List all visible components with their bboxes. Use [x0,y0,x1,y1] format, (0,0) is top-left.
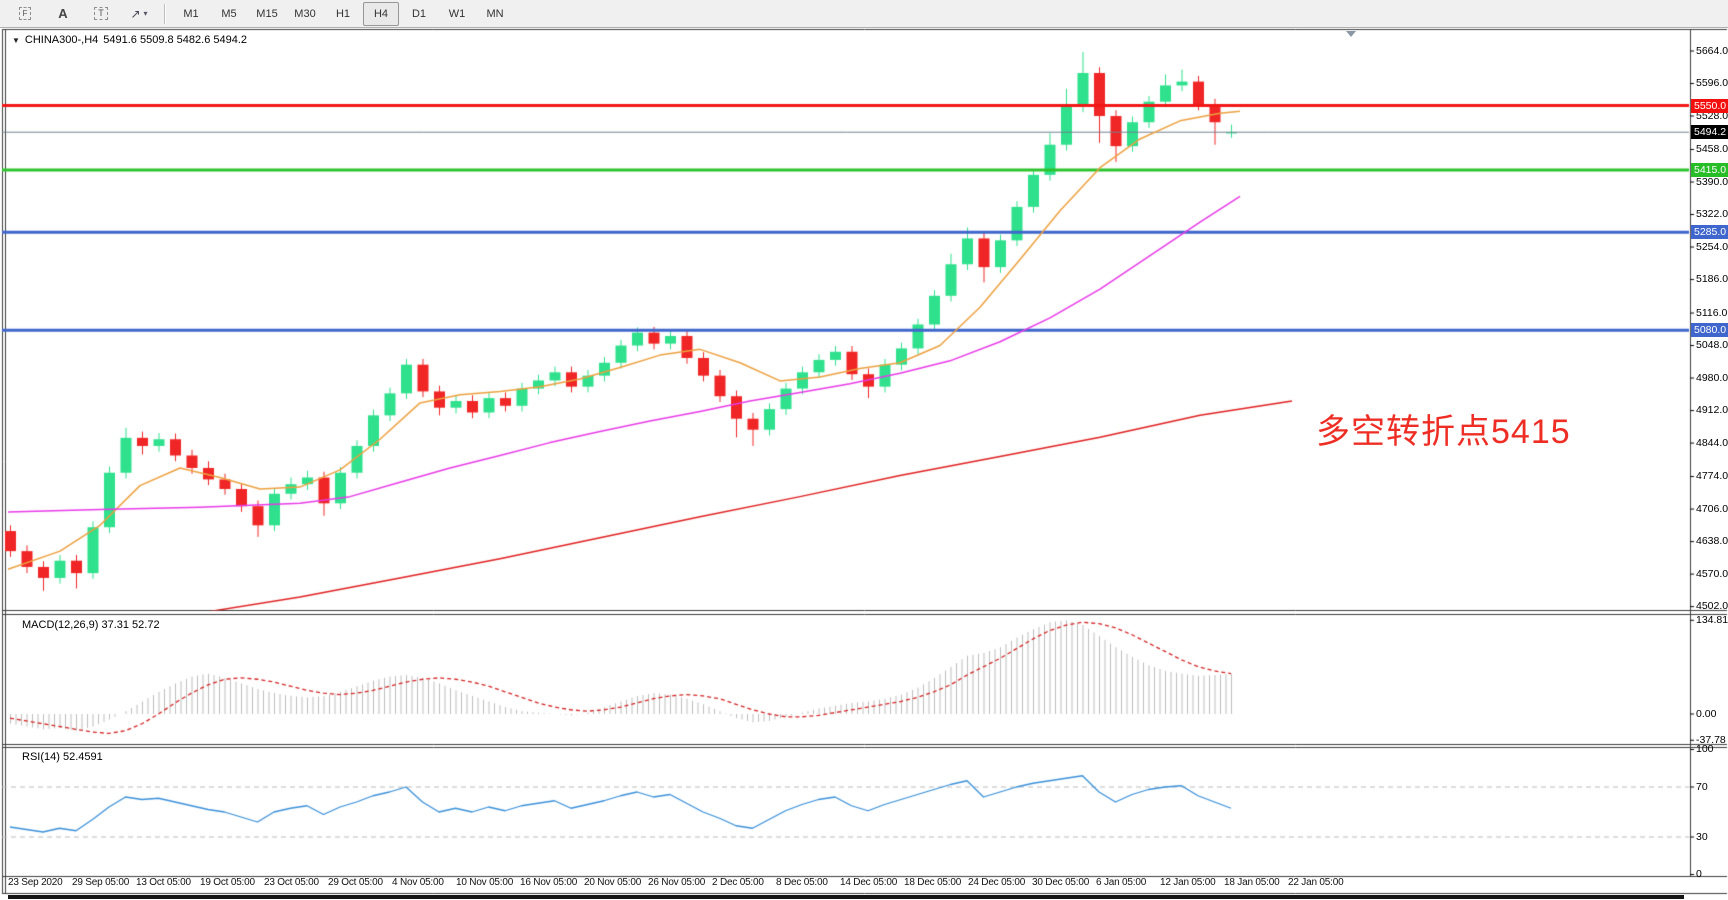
axis-tick-label: 5528.0 [1696,109,1728,122]
time-axis-label: 14 Dec 05:00 [840,877,898,888]
tool-button-group: F A T ↗ ▾ [6,2,158,26]
axis-tick-label: 4774.0 [1696,470,1728,483]
price-level-badge-5080.0: 5080.0 [1691,323,1728,338]
axis-tick-label: 4706.0 [1696,502,1728,515]
axis-tick-label: 0.00 [1696,707,1717,720]
fibo-grid-tool[interactable]: F [7,2,43,26]
fibo-grid-tool-icon: F [18,7,32,20]
time-axis-label: 16 Nov 05:00 [520,877,578,888]
rsi-indicator-label: RSI(14) 52.4591 [22,751,103,763]
axis-tick-label: 4570.0 [1696,567,1728,580]
toolbar-separator [164,3,166,24]
symbol-timeframe-label: CHINA300-,H4 [24,34,99,46]
time-axis-label: 13 Oct 05:00 [136,877,191,888]
text-label-tool-icon: A [58,5,68,21]
time-axis-label: 30 Dec 05:00 [1032,877,1090,888]
time-axis-label: 10 Nov 05:00 [456,877,514,888]
axis-tick-label: 5186.0 [1696,273,1728,286]
timeframe-button-m15[interactable]: M15 [256,7,278,20]
time-axis-label: 20 Nov 05:00 [584,877,642,888]
time-axis-label: 29 Oct 05:00 [328,877,383,888]
main-toolbar: F A T ↗ ▾ M1 M5 M15 M30 H1 H4 D1 W1 MN [0,0,1728,28]
axis-tick-label: 4912.0 [1696,404,1728,417]
time-axis-label: 18 Jan 05:00 [1224,877,1280,888]
macd-indicator-label: MACD(12,26,9) 37.31 52.72 [22,619,160,631]
price-level-badge-5494.2: 5494.2 [1691,125,1728,140]
dropdown-caret-icon: ▾ [143,9,148,18]
timeframe-button-m5[interactable]: M5 [221,7,237,20]
axis-tick-label: 4638.0 [1696,535,1728,548]
time-axis-label: 6 Jan 05:00 [1096,877,1147,888]
time-axis-label: 23 Sep 2020 [8,877,63,888]
axis-tick-label: 5322.0 [1696,208,1728,221]
text-label-tool[interactable]: A [45,2,81,26]
axis-tick-label: 100 [1696,743,1714,755]
timeframe-button-m30[interactable]: M30 [294,7,316,20]
price-level-badge-5415.0: 5415.0 [1691,163,1728,178]
timeframe-button-d1[interactable]: D1 [411,7,427,20]
timeframe-button-h4[interactable]: H4 [363,1,399,26]
chart-canvas[interactable] [0,28,1728,900]
chart-window: ▼ CHINA300-,H4 5491.6 5509.8 5482.6 5494… [0,28,1728,900]
time-axis-label: 18 Dec 05:00 [904,877,962,888]
axis-tick-label: 30 [1696,830,1708,843]
time-axis-label: 4 Nov 05:00 [392,877,444,888]
time-axis-label: 24 Dec 05:00 [968,877,1026,888]
price-level-badge-5285.0: 5285.0 [1691,225,1728,240]
time-axis-label: 19 Oct 05:00 [200,877,255,888]
time-axis-label: 12 Jan 05:00 [1160,877,1216,888]
price-level-badge-5550.0: 5550.0 [1691,98,1728,113]
time-axis-label: 2 Dec 05:00 [712,877,764,888]
chevron-down-icon: ▼ [12,35,20,45]
arrow-objects-tool[interactable]: ↗ ▾ [121,2,157,26]
axis-tick-label: 4980.0 [1696,371,1728,384]
window-bottom-edge [8,895,1684,899]
time-axis-label: 8 Dec 05:00 [776,877,828,888]
timeframe-button-m1[interactable]: M1 [183,7,199,20]
time-axis-label: 23 Oct 05:00 [264,877,319,888]
text-box-tool-icon: T [94,7,108,20]
axis-tick-label: 5596.0 [1696,77,1728,89]
axis-tick-label: 4844.0 [1696,436,1728,449]
timeframe-button-mn[interactable]: MN [486,7,504,20]
price-axis[interactable]: 5664.0 5596.0 5528.0 5458.0 5390.0 5322.0 5254… [1690,28,1728,900]
timeframe-group: M1 M5 M15 M30 H1 H4 D1 W1 MN [172,1,514,26]
time-axis-label: 22 Jan 05:00 [1288,877,1344,888]
chart-shift-marker-icon[interactable] [1346,31,1356,37]
timeframe-button-w1[interactable]: W1 [448,7,466,20]
axis-tick-label: 5254.0 [1696,240,1728,253]
time-axis-label: 26 Nov 05:00 [648,877,706,888]
axis-tick-label: 5048.0 [1696,339,1728,352]
axis-tick-label: 5390.0 [1696,175,1728,188]
arrow-objects-tool-icon: ↗ [130,6,141,21]
axis-tick-label: 5664.0 [1696,44,1728,57]
timeframe-button-h1[interactable]: H1 [335,7,351,20]
axis-tick-label: 134.81 [1696,613,1728,626]
axis-tick-label: 70 [1696,780,1708,793]
axis-tick-label: 5458.0 [1696,142,1728,155]
axis-tick-label: 0 [1696,868,1702,880]
ohlc-values: 5491.6 5509.8 5482.6 5494.2 [103,34,248,46]
chart-text-annotation[interactable]: 多空转折点5415 [1316,413,1571,451]
axis-tick-label: -37.78 [1696,733,1726,746]
axis-tick-label: 4502.0 [1696,600,1728,613]
axis-tick-label: 5116.0 [1696,306,1728,319]
time-axis-label: 29 Sep 05:00 [72,877,130,888]
symbol-title[interactable]: ▼ CHINA300-,H4 5491.6 5509.8 5482.6 5494… [12,34,247,46]
text-box-tool[interactable]: T [83,2,119,26]
